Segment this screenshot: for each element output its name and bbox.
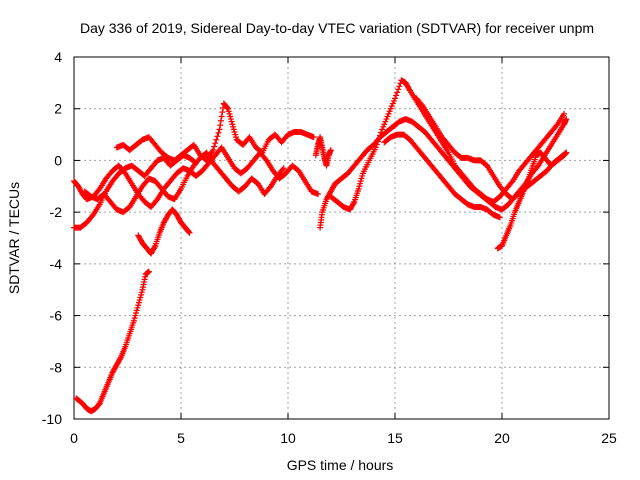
data-point xyxy=(418,101,425,108)
data-point xyxy=(266,184,273,191)
x-tick-label: 0 xyxy=(70,430,78,446)
data-point xyxy=(151,244,158,251)
x-tick-label: 15 xyxy=(387,430,403,446)
y-tick-labels: -10 -8 -6 -4 -2 0 2 4 xyxy=(42,49,62,427)
series-track-6 xyxy=(135,206,193,257)
grid xyxy=(74,57,609,419)
data-point xyxy=(216,126,223,133)
series-track-5 xyxy=(113,100,317,164)
data-point xyxy=(219,109,226,116)
data-point xyxy=(561,110,568,117)
y-axis-label: SDTVAR / TECUs xyxy=(6,182,22,294)
data-point xyxy=(327,147,334,154)
data-point xyxy=(350,200,357,207)
data-point xyxy=(280,165,287,172)
y-tick-label: -6 xyxy=(50,308,63,324)
y-tick-label: -2 xyxy=(50,204,63,220)
x-tick-label: 5 xyxy=(177,430,185,446)
data-point xyxy=(392,95,398,102)
x-tick-label: 20 xyxy=(494,430,510,446)
x-tick-label: 25 xyxy=(601,430,617,446)
data-point xyxy=(279,166,286,173)
series-track-11 xyxy=(494,149,570,252)
data-point xyxy=(508,179,515,186)
data-point xyxy=(534,163,541,170)
data-point xyxy=(314,191,321,198)
data-point xyxy=(563,149,570,156)
data-point xyxy=(373,141,380,148)
data-point xyxy=(394,89,401,96)
data-point xyxy=(563,116,570,123)
data-point xyxy=(89,213,96,220)
data-point xyxy=(224,104,231,111)
x-axis-label: GPS time / hours xyxy=(287,457,394,473)
data-point xyxy=(117,355,124,362)
series-track-8 xyxy=(327,77,568,213)
data-point xyxy=(153,197,160,204)
data-point xyxy=(378,129,385,136)
data-point xyxy=(217,117,224,124)
data-point xyxy=(262,156,269,163)
data-point xyxy=(395,86,402,93)
y-tick-label: -10 xyxy=(42,411,62,427)
data-point xyxy=(406,86,413,93)
series-track-1 xyxy=(73,268,152,415)
data-marks xyxy=(71,77,570,415)
y-tick-label: -4 xyxy=(50,256,63,272)
data-point xyxy=(375,135,382,142)
data-point xyxy=(186,229,193,236)
series-track-10 xyxy=(413,95,570,203)
data-point xyxy=(374,138,381,145)
series-track-12 xyxy=(312,134,334,169)
data-point xyxy=(496,214,503,221)
y-tick-label: 4 xyxy=(54,49,62,65)
plot-frame xyxy=(73,56,610,420)
data-point xyxy=(396,83,403,90)
x-tick-labels: 0 5 10 15 20 25 xyxy=(70,430,617,446)
axis-ticks xyxy=(73,56,610,420)
data-point xyxy=(185,228,192,235)
data-point xyxy=(214,133,221,140)
data-point xyxy=(212,140,219,147)
data-point xyxy=(210,147,217,154)
y-tick-label: 0 xyxy=(54,152,62,168)
data-point xyxy=(95,187,102,194)
data-point xyxy=(213,136,220,143)
y-tick-label: 2 xyxy=(54,101,62,117)
data-point xyxy=(377,132,384,139)
data-point xyxy=(215,129,222,136)
chart-title: Day 336 of 2019, Sidereal Day-to-day VTE… xyxy=(80,20,594,36)
series-track-9 xyxy=(381,131,503,221)
data-point xyxy=(372,144,379,151)
data-point xyxy=(217,122,224,129)
data-point xyxy=(553,122,560,129)
data-point xyxy=(393,92,400,99)
x-tick-label: 10 xyxy=(280,430,296,446)
data-point xyxy=(218,113,225,120)
data-point xyxy=(310,134,317,141)
data-point xyxy=(211,143,218,150)
data-point xyxy=(145,268,152,275)
y-tick-label: -8 xyxy=(50,359,63,375)
